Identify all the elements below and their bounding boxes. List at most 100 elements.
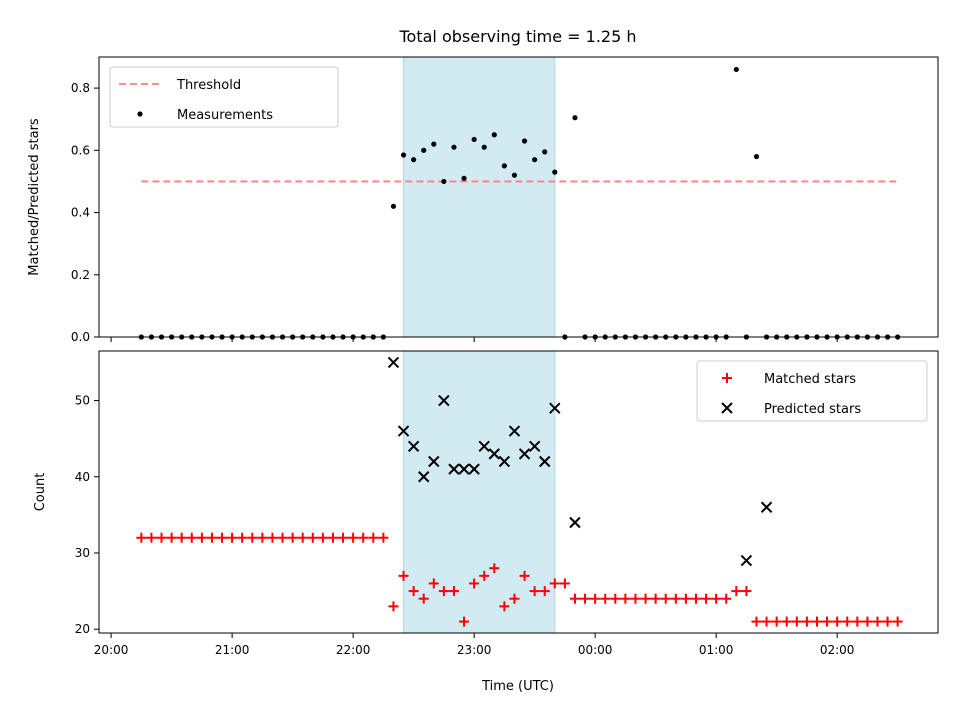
matched-star-point [267, 532, 278, 543]
y-tick-label: 50 [75, 394, 90, 408]
matched-star-point [580, 593, 591, 604]
matched-star-point [670, 593, 681, 604]
matched-star-point [590, 593, 601, 604]
legend-entry-label: Matched stars [764, 372, 856, 387]
matched-star-point [448, 586, 459, 597]
predicted-star-point [448, 463, 460, 475]
matched-star-point [882, 616, 893, 627]
matched-star-point [539, 586, 550, 597]
matched-star-point [711, 593, 722, 604]
matched-star-point [751, 616, 762, 627]
matched-star-point [640, 593, 651, 604]
legend-box [696, 360, 928, 422]
y-tick-label: 0.4 [71, 206, 90, 220]
y-tick-label: 0.6 [71, 143, 90, 157]
measurement-point [471, 136, 477, 143]
predicted-star-point [438, 394, 450, 407]
matched-star-point [771, 616, 782, 627]
matched-star-point [680, 593, 691, 604]
legend-predicted-swatch [721, 402, 733, 414]
measurement-point [431, 141, 437, 147]
measurement-point [451, 144, 457, 150]
matched-star-point [469, 578, 480, 589]
matched-star-point [196, 532, 207, 543]
legend-box [109, 66, 339, 128]
legend-matched-swatch [722, 373, 732, 383]
measurement-point [491, 132, 497, 138]
predicted-star-point [498, 455, 511, 468]
matched-star-point [378, 532, 389, 543]
measurement-point [511, 172, 518, 178]
predicted-star-point [508, 425, 521, 437]
matched-star-point [620, 593, 631, 604]
matched-star-point [610, 593, 621, 604]
y-tick-label: 20 [75, 622, 90, 636]
axes-frame [98, 56, 939, 338]
matched-star-point [842, 616, 853, 627]
matched-star-point [872, 616, 883, 627]
matched-star-point [398, 570, 409, 581]
measurement-point [501, 163, 507, 169]
matched-star-point [358, 532, 369, 543]
panel-count: 20 30 40 50 20:00 21:00 22:00 23:00 00:00 01:00 02… [33, 350, 939, 657]
matched-star-point [559, 578, 570, 589]
predicted-star-point [539, 455, 551, 468]
predicted-star-point [740, 554, 753, 567]
measurement-point [753, 153, 760, 160]
matched-star-point [418, 593, 429, 604]
observing-window-shade [403, 350, 556, 634]
measurement-point [552, 169, 558, 175]
matched-star-point [247, 532, 258, 543]
predicted-star-point [428, 455, 440, 468]
x-tick-label: 00:00 [578, 643, 613, 657]
x-tick-label: 20:00 [94, 643, 129, 657]
matched-star-point [317, 532, 328, 543]
legend: Matched stars Predicted stars [696, 360, 928, 422]
measurement-point [441, 178, 447, 185]
matched-star-point [569, 593, 580, 604]
matched-star-point [801, 616, 812, 627]
predicted-star-point [468, 463, 480, 475]
matched-star-point [630, 593, 641, 604]
legend-entry-label: Threshold [176, 78, 241, 93]
matched-star-point [489, 563, 500, 574]
measurement-point [421, 147, 427, 153]
y-tick-label: 30 [75, 546, 90, 560]
matched-star-point [257, 532, 268, 543]
measurement-point [411, 157, 417, 163]
predicted-star-point [549, 402, 561, 414]
matched-star-point [166, 532, 177, 543]
matched-star-point [791, 616, 802, 627]
matched-star-point [227, 532, 238, 543]
measurement-point [461, 175, 467, 181]
matched-star-point [459, 616, 470, 627]
x-tick-label: 21:00 [215, 643, 250, 657]
x-tick-label: 23:00 [457, 643, 492, 657]
matched-star-point [176, 532, 187, 543]
predicted-star-point [518, 448, 531, 460]
matched-star-point [156, 532, 167, 543]
matched-star-point [721, 593, 732, 604]
matched-star-point [368, 532, 379, 543]
matched-star-point [206, 532, 217, 543]
matched-star-point [186, 532, 197, 543]
legend: Threshold Measurements [109, 66, 339, 128]
matched-star-point [519, 570, 530, 581]
matched-star-point [852, 616, 863, 627]
matched-star-point [781, 616, 792, 627]
matched-star-point [388, 601, 399, 612]
matched-star-point [348, 532, 359, 543]
observing-window-shade [403, 56, 556, 338]
y-tick-label: 40 [75, 470, 90, 484]
matched-star-point [428, 578, 439, 589]
panel-ratio: 0.0 0.2 0.4 0.6 0.8 Matched/Predicted stars Th… [27, 56, 939, 344]
matched-star-point [811, 616, 822, 627]
measurement-point [481, 144, 487, 150]
measurement-point [572, 115, 578, 121]
predicted-star-point [760, 501, 773, 513]
predicted-star-point [478, 440, 490, 452]
y-tick-label: 0.0 [71, 330, 90, 344]
axes-frame [98, 350, 939, 634]
predicted-star-point [528, 440, 541, 452]
